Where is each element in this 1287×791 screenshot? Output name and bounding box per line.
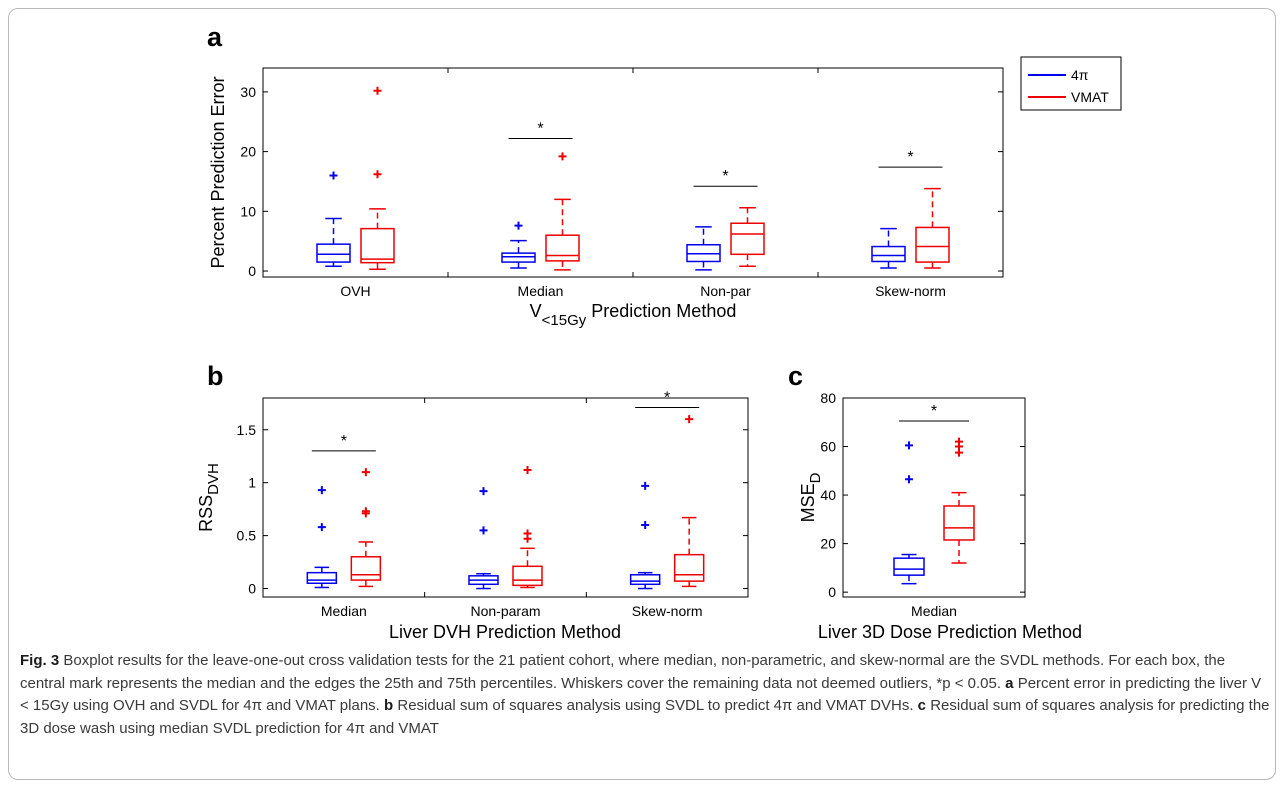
y-tick-label-a: 10 (240, 203, 256, 219)
caption-part-a-text: Percent error in predicting the liver V … (20, 674, 1262, 715)
box-4pi (893, 557, 925, 576)
outlier-vmat (523, 465, 532, 474)
y-tick-label-c: 80 (820, 390, 836, 406)
box-4pi (871, 245, 906, 263)
x-tick-label-b: Skew-norm (632, 603, 703, 619)
x-axis-label-rest-a: Prediction Method (586, 301, 736, 321)
significance-marker-a: * (537, 120, 543, 137)
panel-letter-a: a (207, 22, 223, 52)
x-tick-label-b: Non-param (470, 603, 540, 619)
outlier-4pi (317, 523, 326, 532)
outlier-4pi (641, 481, 650, 490)
x-axis-label-c: Liver 3D Dose Prediction Method (818, 622, 1082, 642)
significance-marker-a: * (722, 168, 728, 185)
legend-label-vmat: VMAT (1071, 89, 1109, 105)
panel-letter-b: b (207, 361, 224, 391)
outlier-4pi (479, 526, 488, 535)
y-tick-label-a: 20 (240, 144, 256, 160)
box-vmat (915, 226, 950, 263)
x-tick-label-a: Non-par (700, 283, 751, 299)
outlier-4pi (317, 486, 326, 495)
y-tick-label-b: 0.5 (237, 528, 257, 544)
box-vmat (730, 222, 765, 256)
caption-part-c-label: c (917, 697, 927, 714)
panel-letter-c: c (788, 361, 803, 391)
y-axis-label-b: RSSDVH (196, 463, 222, 532)
box-vmat (350, 556, 382, 581)
legend-label-4pi: 4π (1071, 67, 1089, 83)
box-4pi (629, 574, 661, 586)
box-vmat (512, 565, 543, 587)
y-tick-label-c: 20 (820, 536, 836, 552)
x-tick-label-b: Median (321, 603, 367, 619)
y-tick-label-b: 0 (248, 581, 256, 597)
x-tick-label-a: Median (518, 283, 564, 299)
caption-part-b-label: b (384, 697, 394, 714)
outlier-vmat (685, 415, 694, 424)
caption-part-a-label: a (1005, 674, 1014, 692)
significance-marker-b: * (341, 433, 347, 450)
box-4pi (316, 243, 351, 263)
outlier-vmat (373, 170, 382, 179)
outlier-vmat (361, 507, 370, 516)
figure-frame (8, 8, 1276, 780)
panel-a-plot: 0 10 20 30 OVH Median Non-par Skew-norm Percent … (208, 67, 1004, 329)
axes-frame-b (262, 397, 749, 598)
outlier-vmat (558, 152, 567, 161)
figure-caption: Fig. 3 Boxplot results for the leave-one… (20, 650, 1270, 740)
outlier-4pi (479, 487, 488, 496)
x-axis-label-a: V<15Gy Prediction Method (530, 301, 737, 329)
y-tick-label-c: 0 (828, 584, 836, 600)
x-tick-label-a: OVH (340, 283, 370, 299)
x-axis-label-b: Liver DVH Prediction Method (389, 622, 621, 642)
y-tick-label-b: 1 (248, 475, 256, 491)
outlier-4pi (514, 221, 523, 230)
y-tick-label-c: 40 (820, 487, 836, 503)
box-vmat (673, 553, 705, 582)
significance-marker-b: * (664, 390, 670, 407)
box-vmat (943, 505, 975, 541)
y-tick-label-c: 60 (820, 439, 836, 455)
significance-marker-c: * (931, 403, 937, 420)
box-4pi (501, 252, 536, 263)
x-tick-label-c: Median (911, 603, 957, 619)
significance-marker-a: * (907, 149, 913, 166)
y-axis-label-sub-b: DVH (205, 463, 222, 495)
outlier-4pi (641, 521, 650, 530)
legend-box (1020, 56, 1122, 111)
caption-part-c-text: Residual sum of squares analysis for pre… (20, 697, 1270, 737)
panel-b-plot: 0 0.5 1 1.5 Median Non-param Skew-norm RSSDVH Li… (196, 390, 749, 642)
y-tick-label-a: 0 (248, 263, 256, 279)
outlier-4pi (905, 441, 913, 450)
outlier-vmat (361, 468, 370, 477)
y-tick-label-b: 1.5 (237, 422, 257, 438)
axes-frame-a (262, 67, 1004, 278)
caption-part-b-text: Residual sum of squares analysis using S… (397, 697, 914, 714)
caption-fig-label: Fig. 3 (20, 652, 60, 669)
outlier-vmat (373, 86, 382, 95)
axes-frame-c (842, 397, 1026, 598)
legend: 4π VMAT (1020, 56, 1122, 111)
y-axis-label-a: Percent Prediction Error (208, 76, 228, 268)
x-tick-label-a: Skew-norm (875, 283, 946, 299)
outlier-vmat (955, 437, 963, 446)
outlier-4pi (905, 475, 913, 484)
y-axis-label-sub-c: D (807, 472, 824, 483)
outlier-vmat (523, 529, 532, 538)
outlier-4pi (329, 171, 338, 180)
box-vmat (360, 227, 395, 264)
x-axis-label-sub-a: <15Gy (542, 312, 587, 329)
y-tick-label-a: 30 (240, 84, 256, 100)
box-vmat (545, 234, 580, 262)
caption-text: Boxplot results for the leave-one-out cr… (20, 652, 1226, 692)
box-4pi (306, 571, 338, 584)
